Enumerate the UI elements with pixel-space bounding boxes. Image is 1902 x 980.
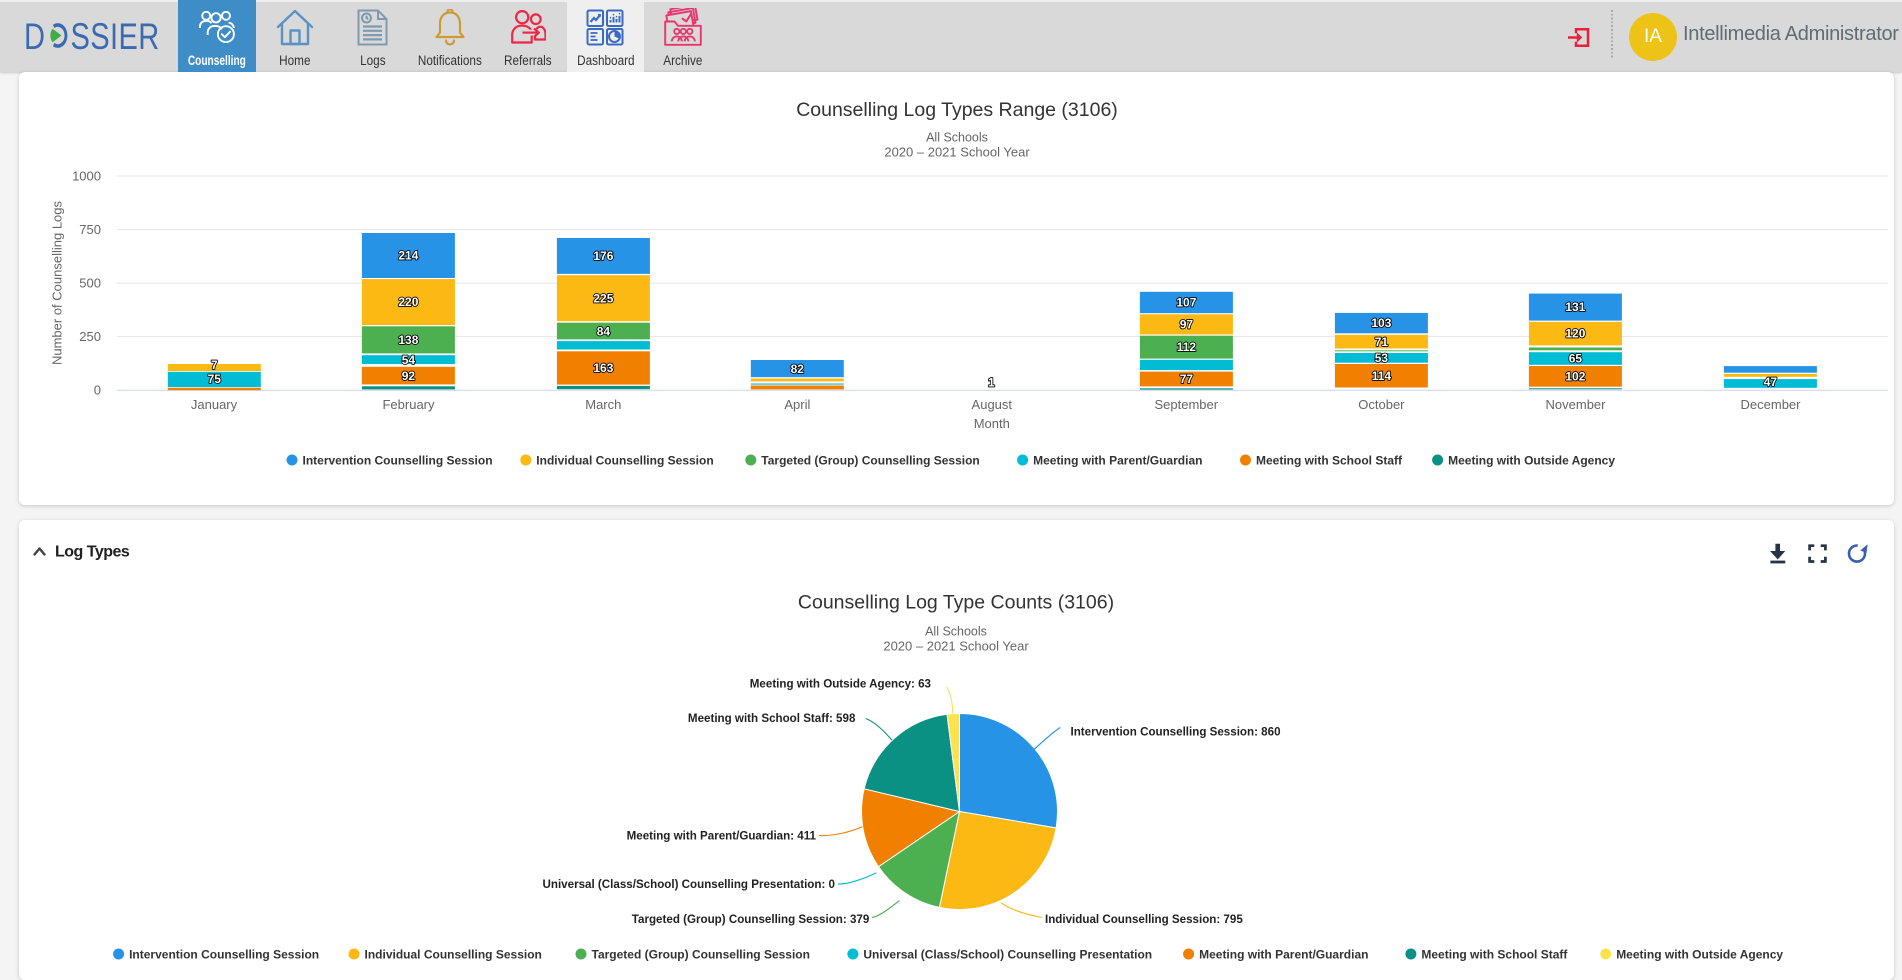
svg-text:April: April: [784, 397, 810, 412]
svg-text:107: 107: [1176, 296, 1196, 310]
svg-text:All Schools: All Schools: [926, 131, 988, 145]
svg-text:Individual Counselling Session: Individual Counselling Session: [536, 453, 713, 467]
svg-text:7: 7: [211, 358, 218, 372]
svg-text:53: 53: [1375, 351, 1389, 365]
svg-text:Meeting with Parent/Guardian:: Meeting with Parent/Guardian: 411: [627, 830, 817, 843]
svg-text:Intervention Counselling Sessi: Intervention Counselling Session: [129, 947, 319, 961]
svg-text:92: 92: [402, 369, 416, 383]
svg-text:112: 112: [1177, 340, 1197, 354]
svg-text:138: 138: [398, 333, 418, 347]
svg-text:114: 114: [1372, 369, 1392, 383]
svg-text:102: 102: [1565, 370, 1585, 384]
svg-text:77: 77: [1180, 372, 1194, 386]
svg-text:October: October: [1358, 397, 1405, 412]
svg-text:500: 500: [79, 276, 101, 291]
svg-text:2020 – 2021 School Year: 2020 – 2021 School Year: [883, 639, 1029, 654]
svg-text:November: November: [1546, 397, 1607, 412]
svg-text:176: 176: [593, 249, 613, 263]
svg-text:250: 250: [79, 329, 101, 344]
svg-text:All Schools: All Schools: [925, 625, 987, 639]
svg-text:Meeting with Parent/Guardian: Meeting with Parent/Guardian: [1199, 947, 1368, 961]
svg-text:Meeting with Outside Agency: Meeting with Outside Agency: [1616, 947, 1783, 961]
svg-text:220: 220: [398, 295, 418, 309]
svg-text:Universal (Class/School) Couns: Universal (Class/School) Counselling Pre…: [863, 947, 1152, 961]
svg-text:1000: 1000: [72, 169, 101, 184]
svg-text:Targeted (Group) Counselling S: Targeted (Group) Counselling Session: [592, 947, 810, 961]
svg-text:2020 – 2021 School Year: 2020 – 2021 School Year: [884, 145, 1030, 160]
svg-text:54: 54: [402, 353, 416, 367]
svg-text:January: January: [191, 397, 238, 412]
svg-text:August: August: [972, 397, 1013, 412]
svg-text:Meeting with Outside Agency: 6: Meeting with Outside Agency: 63: [750, 678, 932, 691]
svg-text:Meeting with School Staff: 598: Meeting with School Staff: 598: [688, 712, 856, 725]
svg-text:September: September: [1155, 397, 1219, 412]
svg-text:Intervention Counselling Sessi: Intervention Counselling Session: [303, 453, 493, 467]
svg-text:Log Types: Log Types: [55, 544, 130, 561]
svg-text:131: 131: [1565, 300, 1585, 314]
svg-text:Targeted (Group) Counselling S: Targeted (Group) Counselling Session: 37…: [632, 913, 870, 926]
svg-text:Intervention Counselling Sessi: Intervention Counselling Session: 860: [1071, 726, 1281, 739]
svg-text:Counselling Log Types Range (3: Counselling Log Types Range (3106): [796, 99, 1118, 121]
svg-text:75: 75: [208, 372, 222, 386]
svg-text:47: 47: [1764, 375, 1778, 389]
svg-text:214: 214: [398, 249, 418, 263]
svg-text:Meeting with School Staff: Meeting with School Staff: [1256, 453, 1403, 467]
svg-text:84: 84: [597, 324, 611, 338]
svg-text:March: March: [585, 397, 621, 412]
svg-text:163: 163: [593, 361, 613, 375]
svg-text:65: 65: [1569, 352, 1583, 366]
svg-text:December: December: [1741, 397, 1802, 412]
svg-text:Meeting with Parent/Guardian: Meeting with Parent/Guardian: [1033, 453, 1202, 467]
svg-text:Counselling Log Type Counts (3: Counselling Log Type Counts (3106): [798, 592, 1114, 614]
svg-text:750: 750: [79, 222, 101, 237]
svg-text:71: 71: [1375, 335, 1389, 349]
svg-text:1: 1: [988, 376, 995, 390]
svg-text:February: February: [382, 397, 435, 412]
svg-text:Month: Month: [974, 416, 1010, 431]
svg-text:103: 103: [1371, 316, 1391, 330]
svg-text:225: 225: [593, 291, 613, 305]
svg-text:Individual Counselling Session: Individual Counselling Session: 795: [1045, 913, 1243, 926]
svg-text:Targeted (Group) Counselling S: Targeted (Group) Counselling Session: [761, 453, 979, 467]
svg-text:Meeting with School Staff: Meeting with School Staff: [1421, 947, 1568, 961]
svg-text:0: 0: [94, 383, 101, 398]
svg-text:Number of Counselling Logs: Number of Counselling Logs: [50, 200, 65, 365]
svg-text:120: 120: [1565, 327, 1585, 341]
svg-text:Individual Counselling Session: Individual Counselling Session: [365, 947, 542, 961]
svg-text:97: 97: [1180, 318, 1194, 332]
svg-text:82: 82: [791, 362, 805, 376]
svg-text:Meeting with Outside Agency: Meeting with Outside Agency: [1448, 453, 1615, 467]
svg-text:Universal (Class/School) Couns: Universal (Class/School) Counselling Pre…: [543, 878, 836, 891]
